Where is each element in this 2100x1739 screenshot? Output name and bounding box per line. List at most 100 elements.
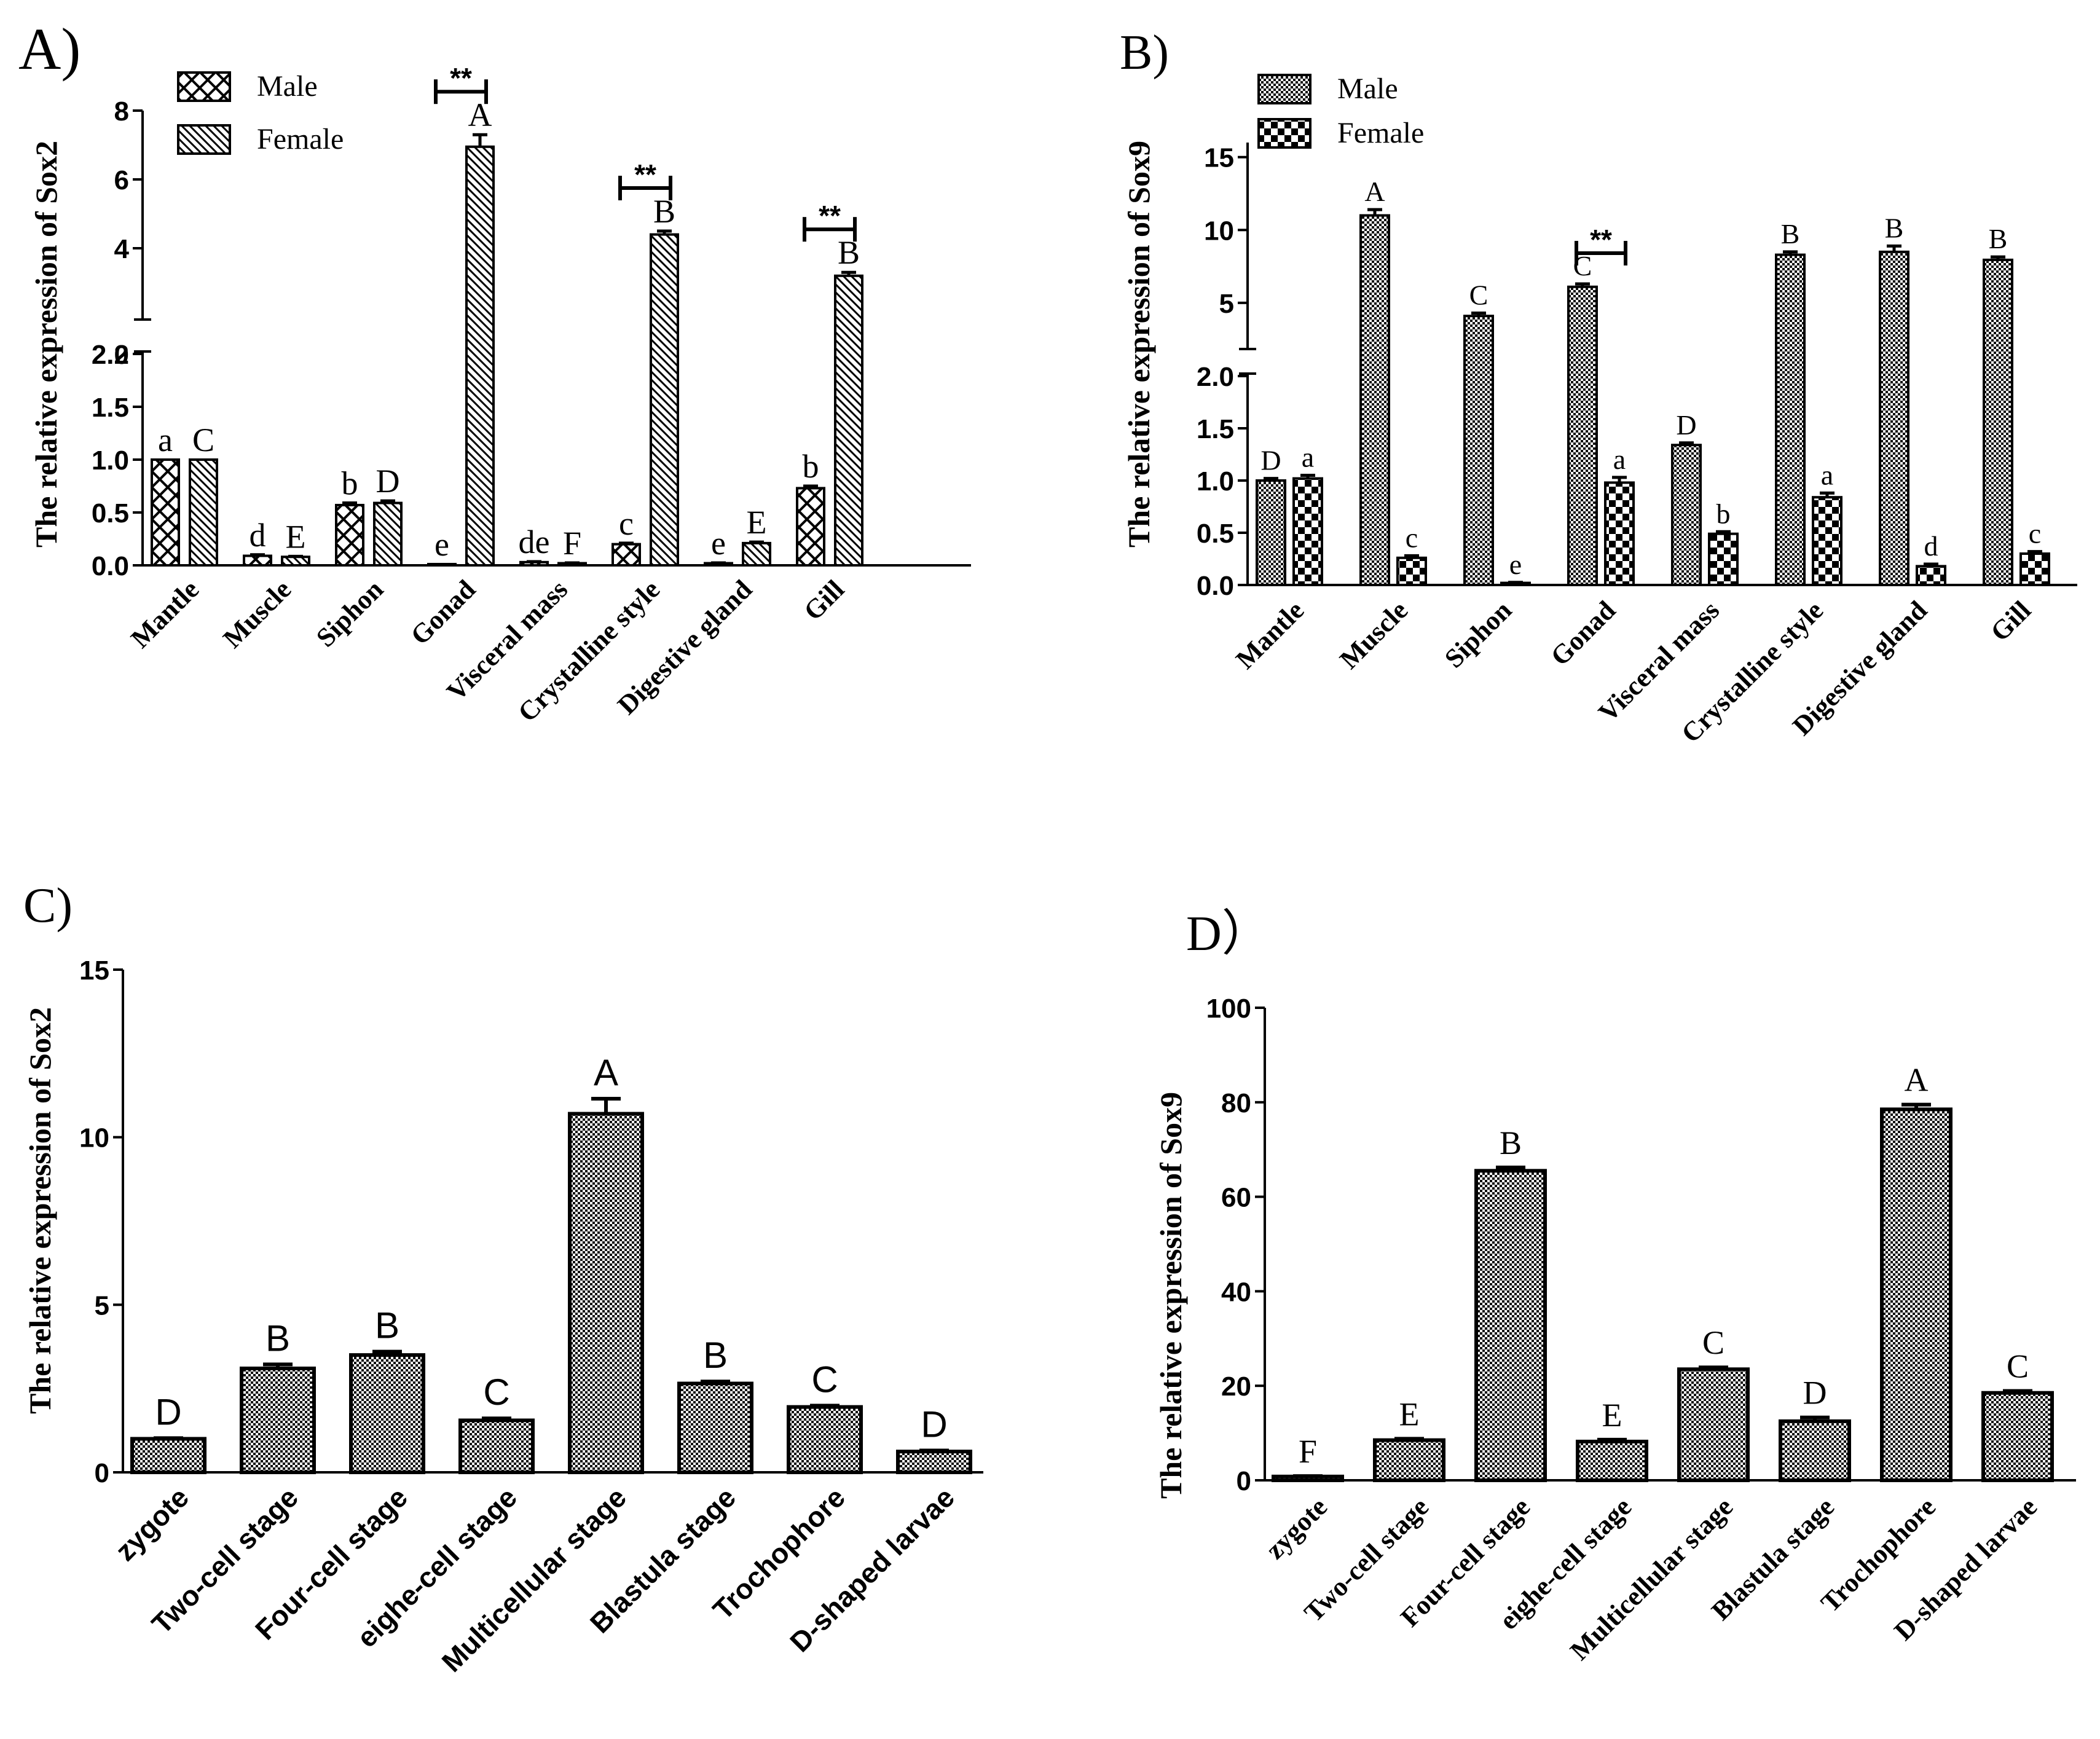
- category-label: Mantle: [125, 574, 205, 654]
- significance-letter: b: [803, 448, 819, 485]
- bar-eighe-cell-stage: [458, 1418, 535, 1475]
- bar-blastula-stage: [677, 1381, 753, 1474]
- y-tick-label: 1.5: [92, 393, 129, 423]
- significance-letter: C: [483, 1372, 509, 1413]
- significance-letter: B: [1500, 1125, 1522, 1161]
- y-tick-label: 20: [1221, 1372, 1251, 1402]
- bar-blastula-stage: [1779, 1419, 1851, 1482]
- bar-female-visceral-mass: [1708, 532, 1739, 587]
- y-tick-label: 4: [114, 234, 130, 264]
- bar-female-muscle: [1396, 556, 1427, 586]
- y-tick-label: 15: [1204, 143, 1234, 173]
- bar-female-gonad: [1604, 481, 1635, 587]
- significance-letter: de: [519, 524, 550, 560]
- significance-letter: D: [376, 463, 400, 500]
- category-label: Siphon: [310, 574, 389, 653]
- bar-female-gill: [2019, 552, 2050, 586]
- y-axis-label: The relative expression of Sox2: [23, 1007, 57, 1414]
- significance-letter: a: [1302, 442, 1314, 473]
- significance-letter: D: [1676, 409, 1696, 441]
- category-label: zygote: [109, 1481, 195, 1567]
- significance-letter: E: [1602, 1397, 1622, 1434]
- y-tick-label: 6: [114, 165, 129, 195]
- significance-letter: C: [1469, 279, 1488, 310]
- bar-male-muscle: [243, 554, 272, 567]
- y-tick-label: 60: [1221, 1183, 1251, 1213]
- y-tick-label: 0: [1237, 1466, 1251, 1496]
- bar-zygote: [130, 1437, 206, 1474]
- significance-letter: C: [1702, 1324, 1724, 1361]
- significance-letter: C: [811, 1359, 838, 1400]
- y-tick-label: 0.0: [92, 551, 129, 581]
- category-label: Siphon: [1439, 595, 1517, 673]
- bar-female-siphon: [373, 501, 403, 567]
- significance-stars: **: [634, 159, 656, 190]
- bar-male-visceral-mass: [1671, 444, 1702, 587]
- significance-stars: **: [450, 62, 472, 94]
- bar-four-cell-stage: [349, 1353, 425, 1474]
- significance-letter: E: [747, 504, 767, 541]
- legend-label: Male: [1337, 73, 1398, 105]
- bar-male-siphon: [1463, 315, 1494, 586]
- bar-two-cell-stage: [240, 1366, 316, 1475]
- bar-trochophore: [1880, 1107, 1953, 1482]
- y-tick-label: 10: [79, 1123, 109, 1153]
- significance-letter: c: [1406, 522, 1418, 553]
- significance-letter: E: [1399, 1396, 1420, 1432]
- y-tick-label: 1.0: [92, 446, 129, 476]
- y-axis-label: The relative expression of Sox9: [1122, 141, 1156, 548]
- bar-female-crystalline-style: [1812, 496, 1842, 587]
- y-tick-label: 2.0: [1197, 362, 1234, 392]
- panel-label: D）: [1186, 907, 1271, 961]
- category-label: zygote: [1260, 1491, 1333, 1564]
- bar-male-crystalline-style: [1775, 253, 1806, 587]
- significance-letter: E: [286, 518, 306, 555]
- bar-d-shaped-larvae: [1981, 1391, 2054, 1483]
- y-tick-label: 15: [79, 956, 109, 986]
- bar-female-mantle: [1292, 477, 1323, 586]
- significance-letter: D: [155, 1391, 181, 1432]
- panel-a: A) The relative expression of Sox2 0.0 0.5 1…: [18, 16, 971, 728]
- significance-letter: c: [619, 505, 634, 542]
- legend-swatch: [1257, 74, 1312, 104]
- significance-stars: **: [819, 200, 841, 232]
- category-label: Multicellular stage: [436, 1481, 633, 1678]
- bar-male-gonad: [1567, 285, 1598, 586]
- bar-male-gill: [1983, 258, 2013, 586]
- y-tick-label: 40: [1221, 1277, 1251, 1307]
- significance-letter: D: [921, 1404, 947, 1445]
- y-tick-label: 2.0: [92, 340, 129, 370]
- significance-letter: B: [703, 1335, 728, 1376]
- panel-label: A): [18, 16, 81, 82]
- bar-male-gill: [796, 487, 825, 567]
- bar-female-digestive-gland: [1916, 565, 1946, 587]
- bar-female-gill: [834, 274, 863, 567]
- bar-female-crystalline-style: [650, 233, 679, 567]
- y-tick-label: 0.5: [1197, 519, 1234, 549]
- category-label: Muscle: [1334, 595, 1414, 675]
- significance-letter: b: [342, 465, 358, 502]
- panel-label: B): [1120, 26, 1169, 80]
- panel-b: B) The relative expression of Sox9 0.0 0.5 1…: [1120, 26, 2077, 748]
- bar-male-mantle: [151, 458, 180, 567]
- y-tick-label: 100: [1206, 994, 1251, 1024]
- category-label: Gonad: [1544, 595, 1621, 672]
- legend-label: Male: [257, 70, 318, 103]
- significance-letter: A: [594, 1052, 618, 1093]
- bar-female-muscle: [281, 555, 310, 567]
- y-tick-label: 5: [1219, 289, 1234, 319]
- y-tick-label: 0.5: [92, 498, 129, 528]
- y-tick-label: 2: [114, 340, 129, 370]
- bar-d-shaped-larvae: [896, 1450, 972, 1475]
- significance-letter: e: [435, 526, 449, 563]
- y-tick-label: 5: [95, 1290, 109, 1321]
- legend-label: Female: [257, 123, 344, 155]
- significance-letter: c: [2029, 518, 2041, 549]
- y-tick-label: 1.0: [1197, 466, 1234, 497]
- legend-swatch: [1257, 118, 1312, 149]
- bar-male-muscle: [1359, 214, 1390, 587]
- significance-letter: a: [1613, 444, 1626, 475]
- bar-trochophore: [787, 1405, 863, 1474]
- bar-female-mantle: [189, 458, 218, 567]
